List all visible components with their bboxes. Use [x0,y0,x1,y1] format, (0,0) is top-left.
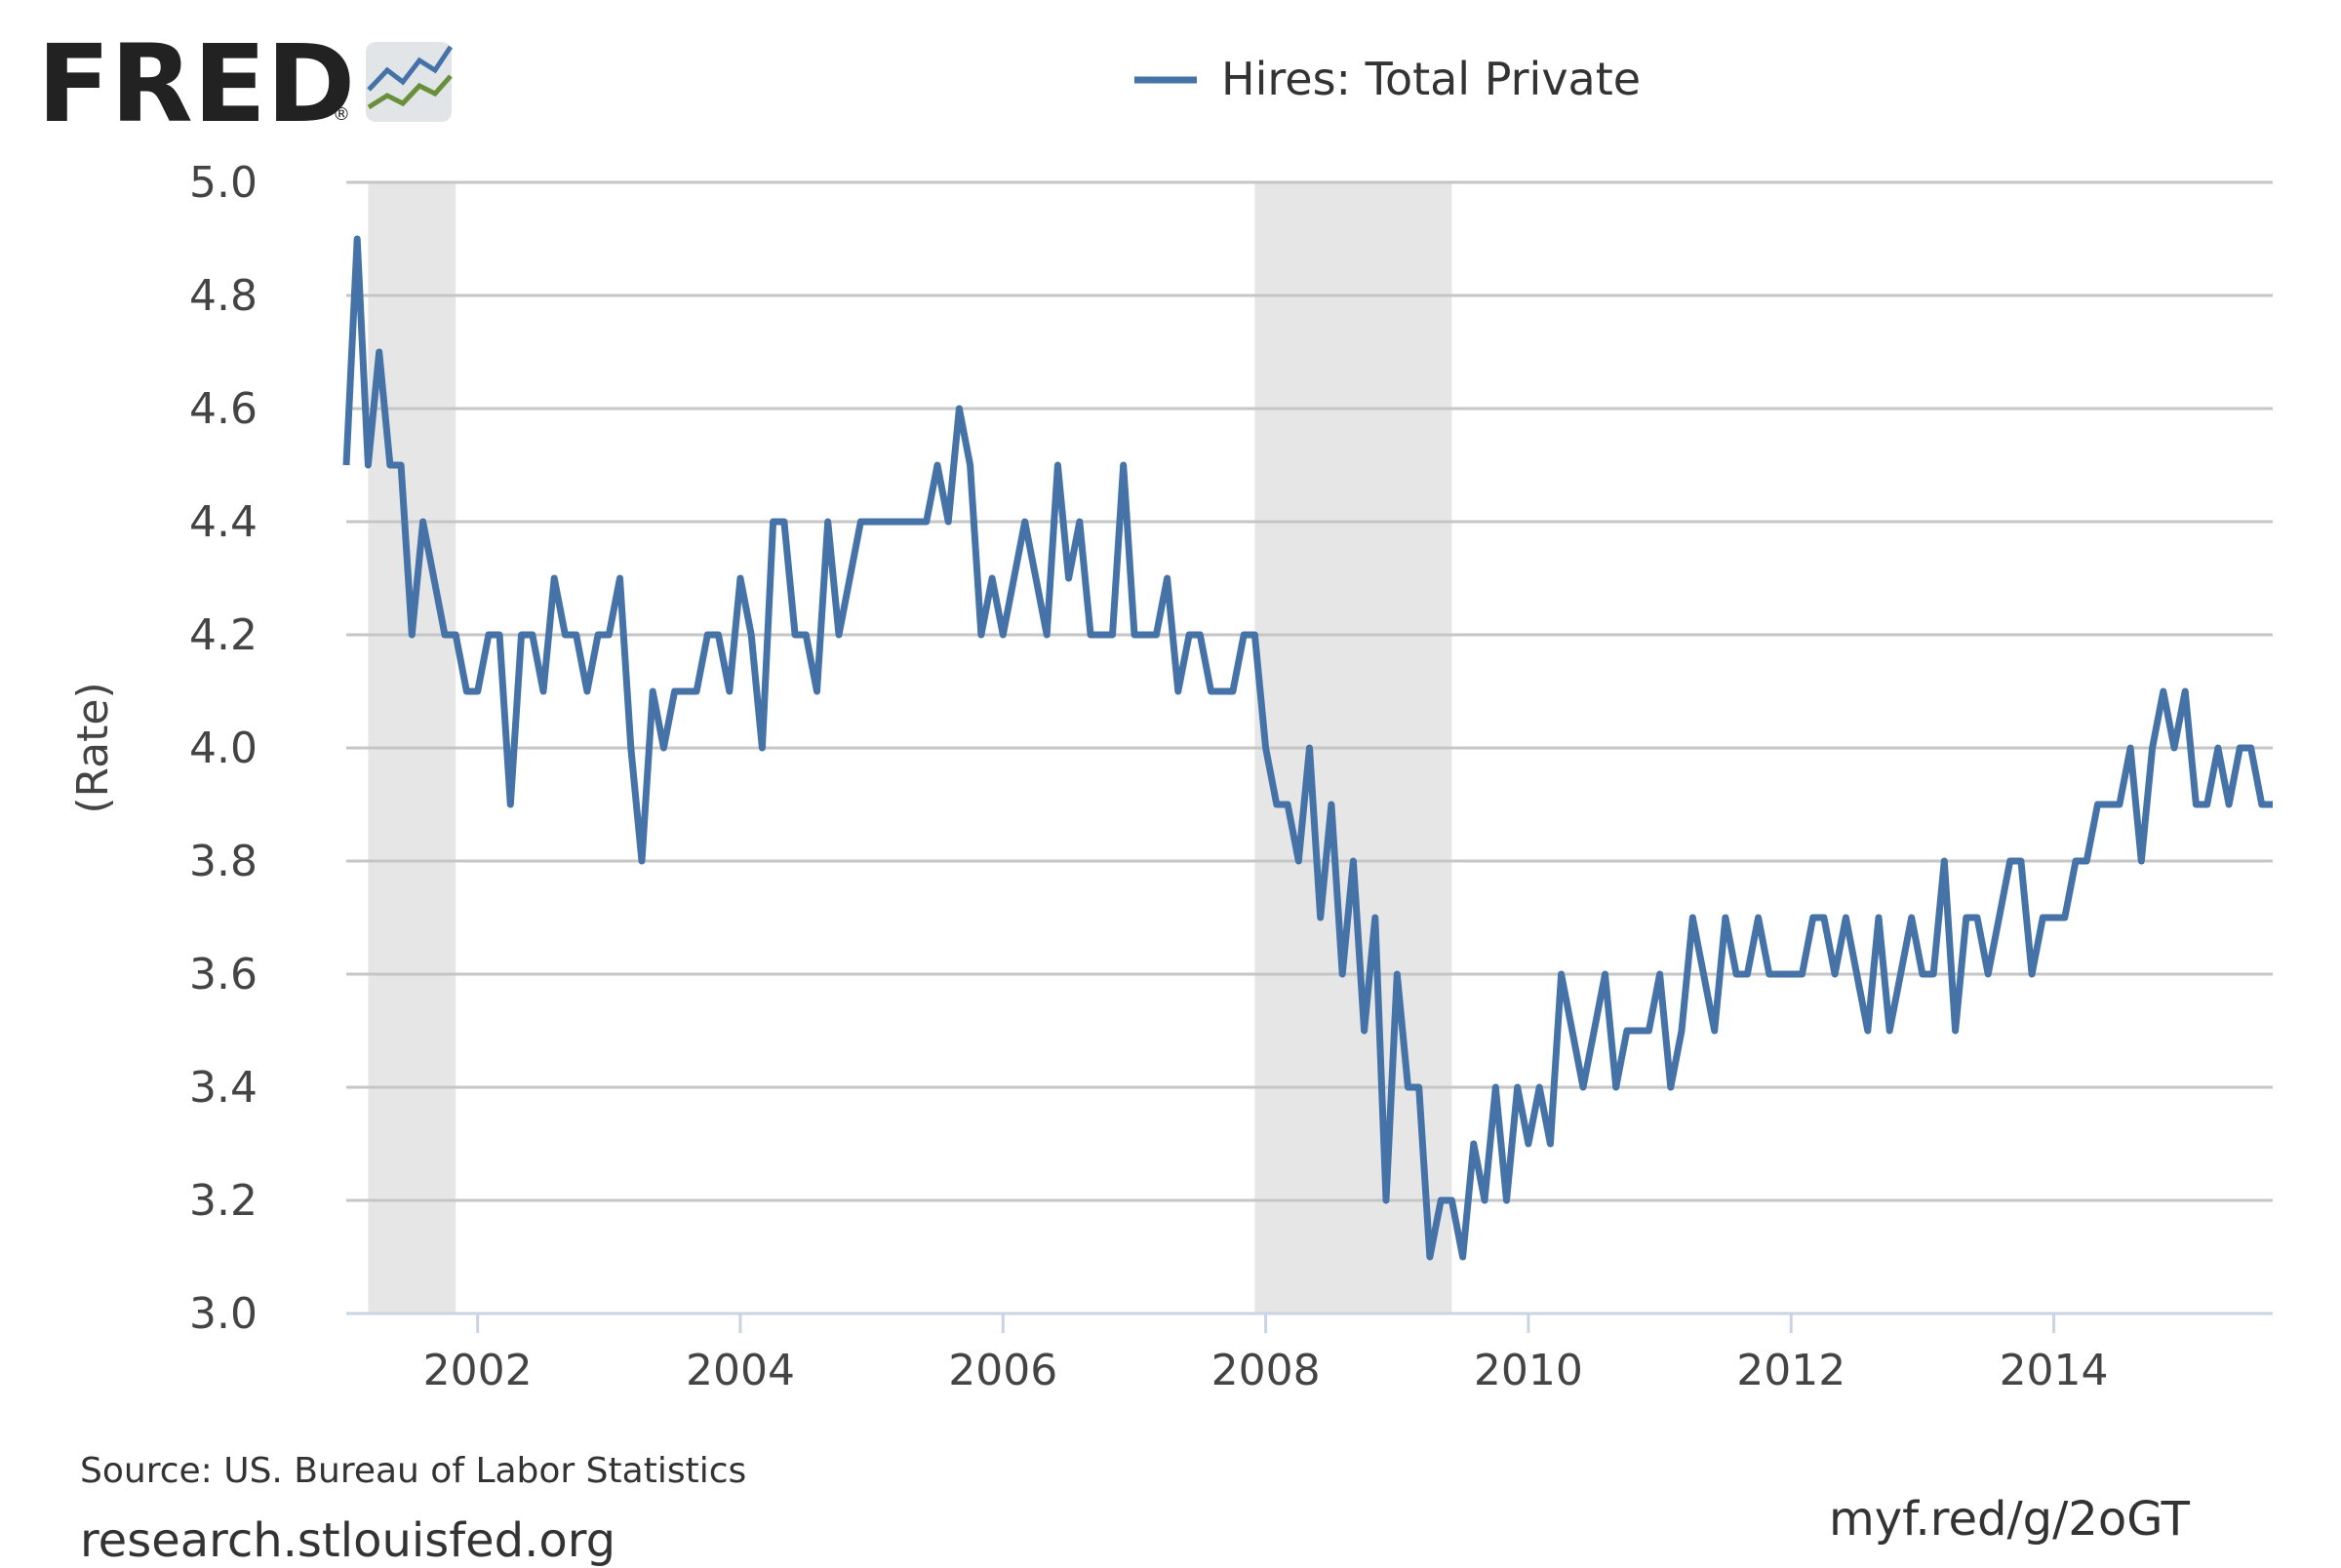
x-tick-label: 2008 [1211,1346,1321,1395]
y-tick-label: 5.0 [189,158,258,208]
chart-sparkline-icon [366,42,454,122]
y-tick-label: 3.0 [189,1289,258,1339]
source-note: Source: US. Bureau of Labor Statistics [80,1451,747,1491]
y-tick-label: 4.0 [189,724,258,773]
x-tick-label: 2004 [686,1346,795,1395]
y-tick-label: 3.8 [189,837,258,886]
x-tick-label: 2014 [2000,1346,2109,1395]
y-tick-label: 4.4 [189,497,258,547]
y-tick-label: 3.2 [189,1176,258,1226]
y-axis-ticks: 3.0 3.2 3.4 3.6 3.8 4.0 4.2 4.4 4.6 4.8 5.0 [189,158,258,1339]
y-tick-label: 4.6 [189,384,258,434]
grid-lines [346,180,2273,1202]
logo-registered-mark: ® [333,104,350,125]
x-axis-ticks: 2002 2004 2006 2008 2010 2012 2014 [423,1313,2109,1395]
y-tick-label: 4.2 [189,610,258,660]
x-tick-label: 2012 [1736,1346,1845,1395]
fred-logo[interactable]: FRED ® [37,21,454,146]
x-tick-label: 2002 [423,1346,533,1395]
y-tick-label: 3.6 [189,950,258,1000]
series-line-hires-total-private [342,235,2273,1261]
y-axis-label: (Rate) [68,682,118,813]
x-tick-label: 2006 [948,1346,1057,1395]
site-link[interactable]: research.stlouisfed.org [80,1513,616,1568]
logo-text: FRED [37,21,355,146]
y-tick-label: 3.4 [189,1063,258,1113]
short-link[interactable]: myf.red/g/2oGT [1828,1492,2190,1547]
legend: Hires: Total Private [1134,53,1641,105]
legend-label: Hires: Total Private [1221,53,1641,105]
x-tick-label: 2010 [1474,1346,1583,1395]
y-tick-label: 4.8 [189,271,258,321]
